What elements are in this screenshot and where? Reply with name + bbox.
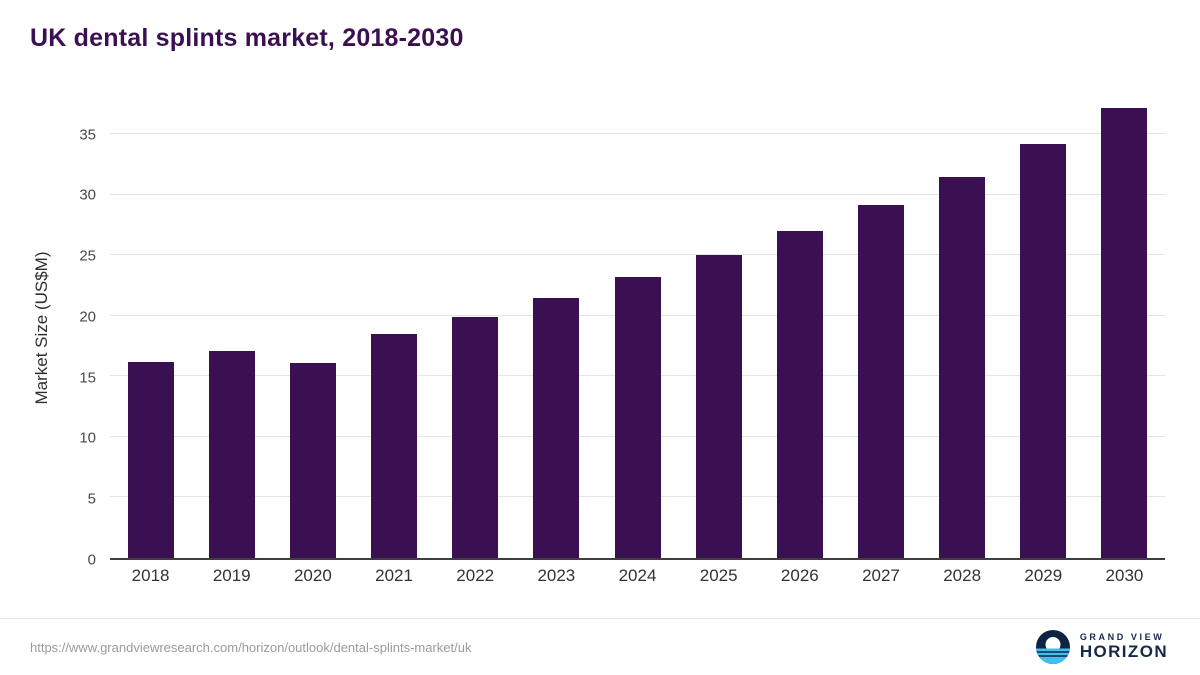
x-label-2022: 2022 (456, 566, 495, 585)
horizon-logo-icon (1035, 630, 1070, 664)
y-tick-label: 10 (79, 429, 96, 447)
plot-area (110, 92, 1165, 560)
bar-2023 (533, 297, 580, 558)
bar-slot-2020 (272, 92, 353, 558)
x-label-2025: 2025 (699, 566, 738, 585)
x-label-2029: 2029 (1024, 566, 1063, 585)
bar-slot-2025 (678, 92, 759, 558)
bar-slot-2029 (1003, 92, 1084, 558)
bar-2021 (371, 334, 418, 558)
logo-text: GRAND VIEW HORIZON (1079, 631, 1168, 662)
bar-2026 (776, 231, 823, 558)
bar-2018 (127, 361, 174, 558)
gridline (110, 133, 1165, 135)
bar-slot-2026 (759, 92, 840, 558)
bar-2024 (614, 277, 661, 558)
bar-2028 (939, 176, 986, 558)
x-label-2024: 2024 (618, 566, 657, 585)
bar-2025 (695, 255, 742, 558)
bar-2020 (289, 363, 336, 558)
y-tick-label: 5 (87, 490, 96, 508)
chart-title: UK dental splints market, 2018-2030 (30, 24, 464, 52)
y-tick-label: 0 (87, 551, 96, 569)
bar-slot-2022 (435, 92, 516, 558)
y-tick-label: 35 (79, 126, 96, 144)
x-label-2028: 2028 (943, 566, 982, 585)
logo-text-horizon: HORIZON (1079, 641, 1168, 661)
footer: https://www.grandviewresearch.com/horizo… (0, 618, 1200, 675)
y-axis-tick-labels: 0 5 10 15 20 25 30 35 (0, 92, 96, 567)
bar-slot-2019 (191, 92, 272, 558)
y-tick-label: 25 (79, 247, 96, 265)
x-label-2027: 2027 (862, 566, 900, 585)
bar-slot-2021 (353, 92, 434, 558)
x-label-2023: 2023 (537, 566, 576, 585)
bar-2029 (1020, 144, 1067, 558)
gridline (110, 193, 1165, 195)
x-axis-labels: 2018 2019 2020 2021 2022 2023 2024 2025 2026 2027… (110, 566, 1165, 586)
bar-slot-2028 (922, 92, 1003, 558)
bar-2019 (208, 351, 255, 558)
bar-slot-2018 (110, 92, 191, 558)
x-label-2018: 2018 (131, 566, 170, 585)
y-tick-label: 20 (79, 308, 96, 326)
y-tick-label: 15 (79, 369, 96, 387)
y-tick-label: 30 (79, 186, 96, 204)
x-label-2020: 2020 (293, 566, 332, 585)
x-label-2026: 2026 (780, 566, 819, 585)
bar-2030 (1101, 107, 1148, 558)
x-label-2030: 2030 (1105, 566, 1144, 585)
bar-2027 (857, 204, 904, 558)
bar-slot-2024 (597, 92, 678, 558)
source-url: https://www.grandviewresearch.com/horizo… (30, 639, 472, 655)
grand-view-horizon-logo: GRAND VIEW HORIZON (1035, 629, 1168, 665)
x-label-2019: 2019 (212, 566, 251, 585)
bar-slot-2023 (516, 92, 597, 558)
bar-slot-2027 (840, 92, 921, 558)
logo-text-grand-view: GRAND VIEW (1079, 631, 1165, 642)
bar-2022 (452, 317, 499, 558)
x-label-2021: 2021 (375, 566, 413, 585)
bar-slot-2030 (1084, 92, 1165, 558)
gridline (110, 254, 1165, 256)
